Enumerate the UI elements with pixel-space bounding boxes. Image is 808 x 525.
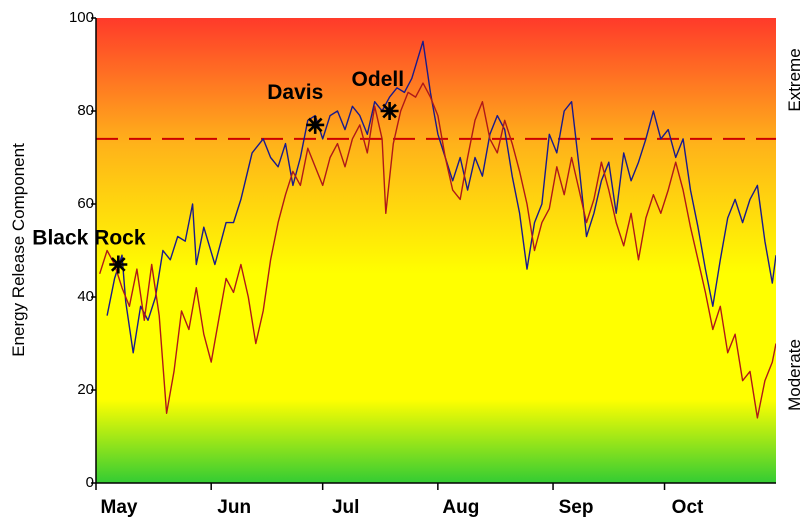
series-group	[99, 40, 776, 419]
y-tick-label-40: 40	[77, 288, 94, 305]
x-tick-label-jun: Jun	[217, 497, 251, 518]
asterisk-marker-icon	[306, 115, 325, 134]
x-tick-label-jul: Jul	[332, 497, 359, 518]
x-axis: May Jun Jul Aug Sep Oct	[95, 483, 704, 518]
moderate-label: Moderate	[785, 339, 804, 411]
annotation-label-black-rock: Black Rock	[32, 226, 146, 249]
y-tick-label-0: 0	[86, 474, 94, 491]
annotation-davis: Davis	[267, 81, 325, 134]
x-tick-label-oct: Oct	[672, 497, 704, 518]
x-tick-label-aug: Aug	[442, 497, 479, 518]
extreme-label: Extreme	[785, 48, 804, 111]
plot-background	[96, 18, 776, 483]
y-tick-label-100: 100	[69, 9, 94, 26]
y-axis-title: Energy Release Component	[9, 143, 28, 357]
series-line-2	[99, 82, 776, 419]
annotation-odell: Odell	[352, 68, 405, 120]
annotation-label-davis: Davis	[267, 81, 323, 104]
annotation-label-odell: Odell	[352, 68, 405, 91]
series-line-1	[106, 40, 776, 354]
asterisk-marker-icon	[109, 255, 128, 274]
y-tick-label-20: 20	[77, 381, 94, 398]
annotation-black-rock: Black Rock	[32, 226, 146, 274]
x-tick-label-sep: Sep	[559, 497, 594, 518]
asterisk-marker-icon	[380, 102, 399, 120]
fire-annotations: Black Rock Davis Odell	[32, 68, 404, 274]
x-tick-label-may: May	[101, 497, 138, 518]
y-tick-label-60: 60	[77, 195, 94, 212]
y-axis: 0 20 40 60 80 100	[69, 9, 96, 491]
y-tick-label-80: 80	[77, 102, 94, 119]
